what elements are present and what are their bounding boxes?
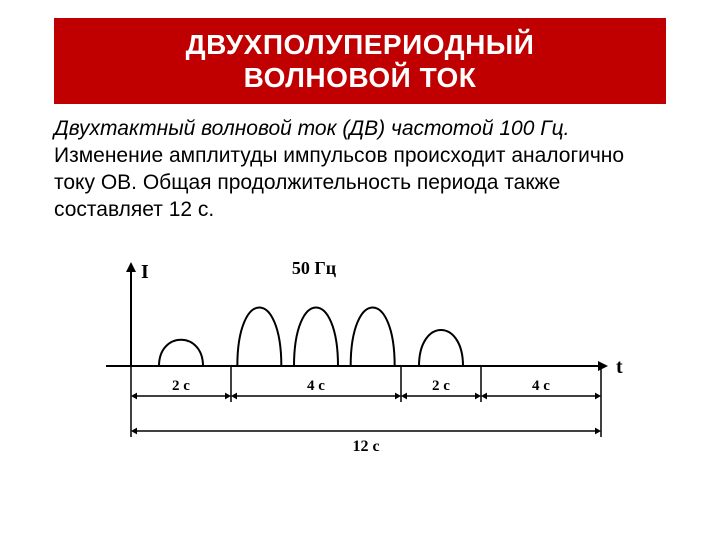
dim-arrow-right — [225, 393, 231, 400]
slide-title: ДВУХПОЛУПЕРИОДНЫЙ ВОЛНОВОЙ ТОК — [54, 18, 666, 104]
waveform-diagram: It 50 Гц 2 c 4 c 2 c 4 c 12 c — [76, 256, 636, 476]
total-label: 12 c — [352, 438, 379, 455]
dim-arrow-right — [595, 393, 601, 400]
y-axis-arrow — [126, 262, 136, 272]
dim-arrow-right — [395, 393, 401, 400]
segment-label: 4 c — [307, 378, 325, 394]
dim-arrow-left — [231, 393, 237, 400]
dim-arrow-left — [131, 393, 137, 400]
dim-arrow-right — [475, 393, 481, 400]
segment-label: 4 c — [532, 378, 550, 394]
x-axis-label: t — [616, 356, 623, 378]
segment-label: 2 c — [172, 378, 190, 394]
pulse-lobe — [237, 308, 281, 367]
pulse-lobe — [419, 330, 463, 366]
pulse-lobe — [159, 340, 203, 366]
dim-arrow-right — [595, 428, 601, 435]
body-rest: Изменение амплитуды импульсов происходит… — [54, 144, 624, 221]
body-text: Двухтактный волновой ток (ДВ) частотой 1… — [54, 116, 652, 224]
slide: ДВУХПОЛУПЕРИОДНЫЙ ВОЛНОВОЙ ТОК Двухтактн… — [0, 0, 720, 540]
dim-arrow-left — [401, 393, 407, 400]
segment-label: 2 c — [432, 378, 450, 394]
pulse-lobe — [351, 308, 395, 367]
y-axis-label: I — [141, 261, 149, 283]
x-axis-arrow — [598, 361, 608, 371]
dim-arrow-left — [481, 393, 487, 400]
frequency-label: 50 Гц — [292, 258, 337, 278]
dim-arrow-left — [131, 428, 137, 435]
body-lead: Двухтактный волновой ток (ДВ) частотой 1… — [54, 117, 570, 140]
pulse-lobe — [294, 308, 338, 367]
